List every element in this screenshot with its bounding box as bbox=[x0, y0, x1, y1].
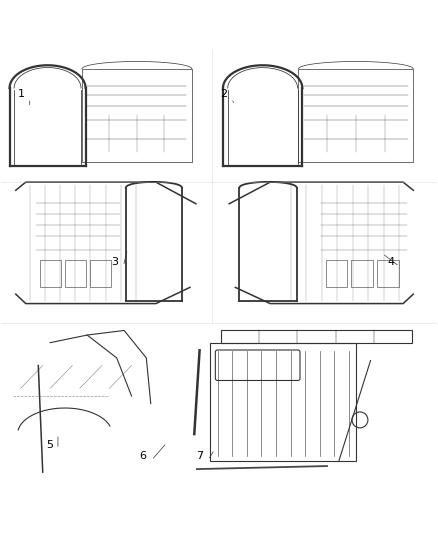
Bar bbox=[210, 343, 356, 462]
Text: 5: 5 bbox=[46, 440, 53, 450]
Bar bbox=[221, 330, 412, 343]
Bar bbox=[351, 261, 373, 287]
Text: 1: 1 bbox=[18, 88, 25, 99]
Text: 2: 2 bbox=[220, 88, 227, 99]
Bar bbox=[40, 261, 61, 287]
Bar bbox=[325, 261, 347, 287]
Bar bbox=[298, 69, 413, 161]
Bar bbox=[65, 261, 86, 287]
Bar bbox=[82, 69, 192, 161]
Text: 7: 7 bbox=[196, 451, 203, 461]
Bar bbox=[377, 261, 399, 287]
Text: 6: 6 bbox=[139, 451, 146, 461]
Bar bbox=[90, 261, 111, 287]
Text: 4: 4 bbox=[387, 257, 395, 267]
Text: 3: 3 bbox=[111, 257, 118, 267]
